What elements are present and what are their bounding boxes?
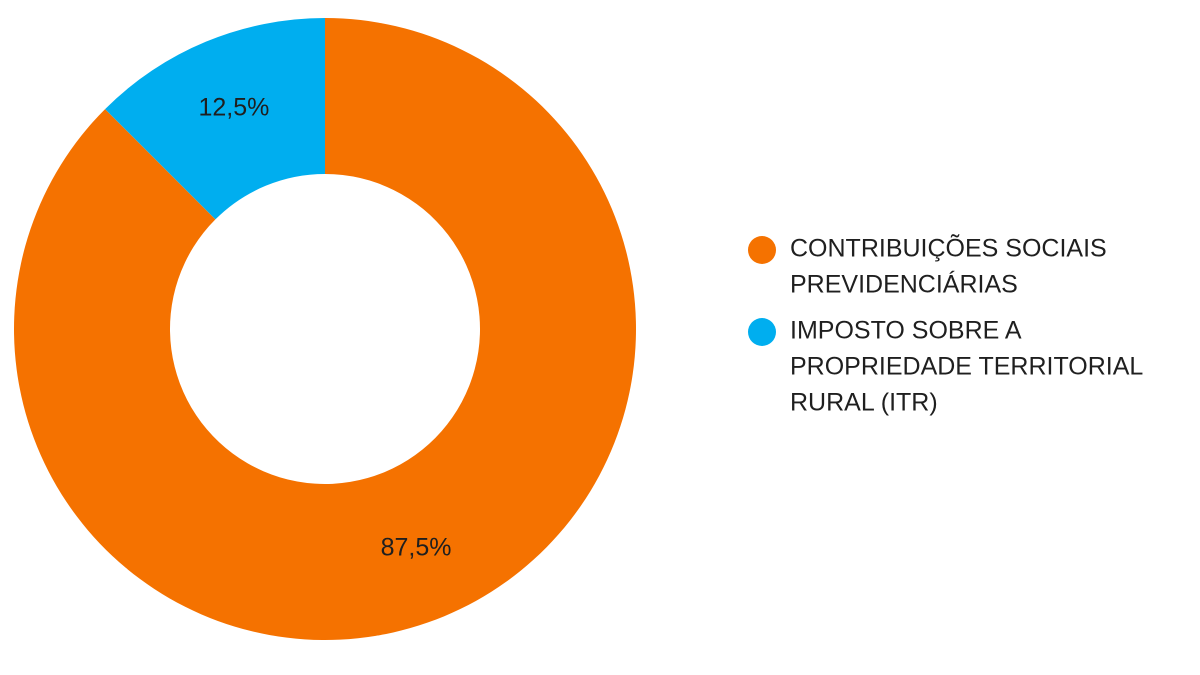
pie-slice-imposto-sobre-a-propriedade-territorial-rural-itr — [105, 18, 326, 220]
data-label-contribuicoes-sociais-previdenciarias: 87,5% — [381, 533, 452, 561]
chart-slices — [13, 18, 636, 640]
legend-swatch — [748, 236, 776, 264]
legend-swatch — [748, 318, 776, 346]
data-label-imposto-sobre-a-propriedade-territorial-rural-itr: 12,5% — [198, 94, 269, 122]
chart-data-labels: 87,5% 12,5% — [198, 94, 451, 562]
chart-legend: CONTRIBUIÇÕES SOCIAIS PREVIDENCIÁRIAS IMPO… — [748, 234, 1143, 417]
legend-label: IMPOSTO SOBRE A PROPRIEDADE TERRITORIAL RU… — [790, 317, 1143, 417]
legend-item-contribuicoes-sociais-previdenciarias: CONTRIBUIÇÕES SOCIAIS PREVIDENCIÁRIAS — [748, 234, 1107, 299]
legend-item-imposto-sobre-a-propriedade-territorial-rural-itr: IMPOSTO SOBRE A PROPRIEDADE TERRITORIAL RU… — [748, 317, 1143, 417]
legend-label: CONTRIBUIÇÕES SOCIAIS PREVIDENCIÁRIAS — [790, 234, 1107, 299]
pie-slice-contribuicoes-sociais-previdenciarias — [13, 18, 636, 640]
